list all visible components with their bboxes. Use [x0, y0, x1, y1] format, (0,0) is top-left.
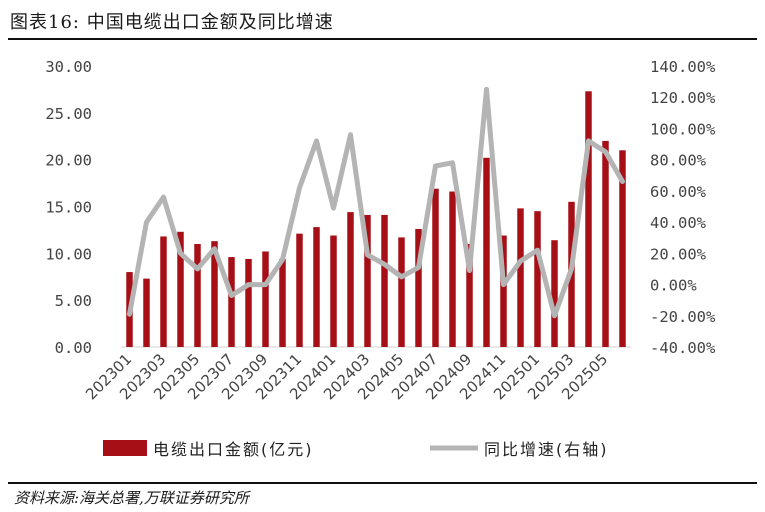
- footer-divider: [8, 482, 757, 484]
- y2-tick-label: 120.00%: [650, 89, 716, 107]
- legend-line-label: 同比增速(右轴): [484, 440, 609, 459]
- y2-tick-label: 80.00%: [650, 152, 707, 170]
- bar-202405: [398, 237, 405, 347]
- bar-202304: [177, 231, 184, 347]
- bar-202307: [228, 257, 235, 347]
- bar-202504: [585, 91, 592, 347]
- y2-tick-label: 20.00%: [650, 245, 707, 263]
- bar-202306: [211, 241, 218, 347]
- bar-202404: [381, 214, 388, 347]
- y-tick-label: 5.00: [55, 292, 92, 310]
- y-tick-label: 20.00: [45, 152, 92, 170]
- y-tick-label: 25.00: [45, 105, 92, 123]
- bar-202408: [449, 191, 456, 347]
- bar-202310: [279, 258, 286, 347]
- y2-tick-label: -20.00%: [650, 308, 716, 326]
- y2-tick-label: -40.00%: [650, 339, 716, 357]
- y-tick-label: 30.00: [45, 58, 92, 76]
- y2-tick-label: 40.00%: [650, 214, 707, 232]
- legend: 电缆出口金额(亿元) 同比增速(右轴): [103, 440, 609, 459]
- y-tick-label: 10.00: [45, 245, 92, 263]
- bar-202412: [517, 208, 524, 347]
- bar-202505: [602, 140, 609, 347]
- bar-202302: [143, 278, 150, 347]
- y2-tick-label: 140.00%: [650, 58, 716, 76]
- bar-202312: [313, 227, 320, 347]
- bar-202406: [415, 228, 422, 347]
- bar-202409: [466, 243, 473, 347]
- bar-202502: [551, 240, 558, 347]
- bar-202401: [330, 235, 337, 347]
- y2-tick-label: 100.00%: [650, 120, 716, 138]
- bar-202308: [245, 258, 252, 347]
- bar-202311: [296, 233, 303, 347]
- bar-202411: [500, 235, 507, 347]
- chart-title: 图表16: 中国电缆出口金额及同比增速: [10, 12, 334, 33]
- y2-tick-label: 0.00%: [650, 277, 697, 295]
- x-axis-ticks: 2023012023032023052023072023092023112024…: [82, 350, 611, 403]
- bar-series: [126, 91, 626, 347]
- left-axis-ticks: 30.00 25.00 20.00 15.00 10.00 5.00 0.00: [45, 58, 92, 357]
- bar-202402: [347, 212, 354, 347]
- bar-202305: [194, 243, 201, 347]
- bar-202303: [160, 236, 167, 347]
- bar-202407: [432, 188, 439, 347]
- legend-bar-label: 电缆出口金额(亿元): [153, 440, 314, 459]
- yoy-growth-line: [127, 86, 625, 319]
- y-tick-label: 15.00: [45, 199, 92, 217]
- bar-202506: [619, 150, 626, 347]
- bar-202309: [262, 251, 269, 347]
- y2-tick-label: 60.00%: [650, 183, 707, 201]
- right-axis-ticks: 140.00% 120.00% 100.00% 80.00% 60.00% 40.00% 2…: [650, 58, 716, 357]
- legend-bar-swatch: [103, 440, 147, 456]
- source-note: 资料来源:海关总署,万联证券研究所: [14, 489, 249, 507]
- title-divider: [8, 38, 757, 40]
- bar-202410: [483, 157, 490, 347]
- bar-202403: [364, 214, 371, 347]
- bar-202501: [534, 211, 541, 347]
- y-tick-label: 0.00: [55, 339, 92, 357]
